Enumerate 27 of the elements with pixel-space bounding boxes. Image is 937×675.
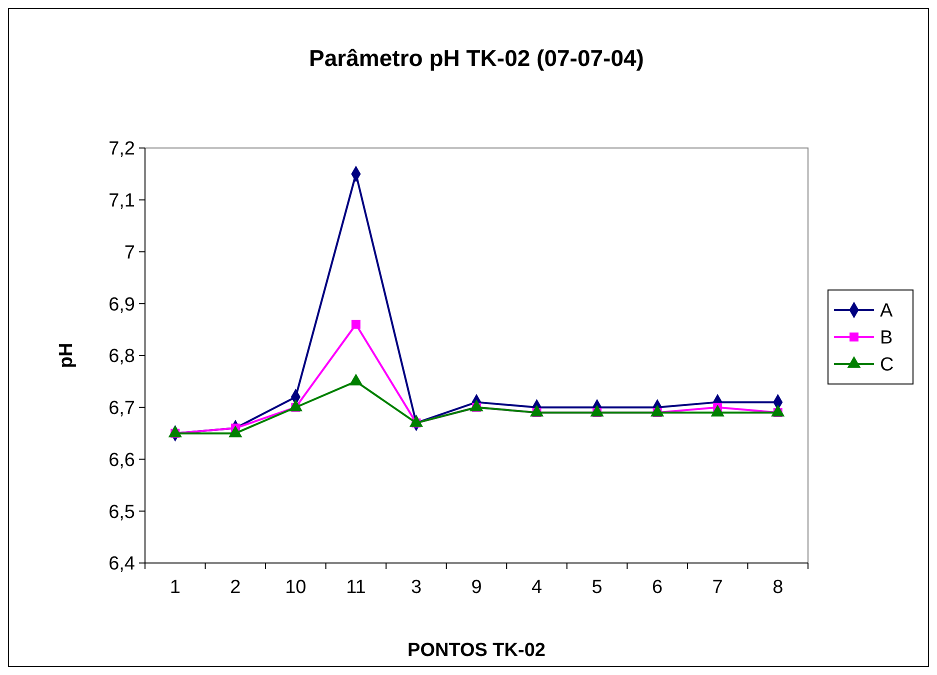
y-tick-label: 7,1 <box>108 190 135 212</box>
y-tick-label: 6,4 <box>108 554 136 575</box>
y-tick-label: 6,9 <box>108 294 135 316</box>
x-tick-label: 2 <box>230 577 241 598</box>
x-tick-label: 1 <box>170 577 180 598</box>
y-tick-label: 7,2 <box>108 138 135 160</box>
chart-title: Parâmetro pH TK-02 (07-07-04) <box>309 45 644 71</box>
x-tick-label: 3 <box>410 577 422 598</box>
x-tick-label: 9 <box>471 577 482 598</box>
x-axis-title: PONTOS TK-02 <box>408 640 546 661</box>
y-axis-title: pH <box>56 342 77 368</box>
x-tick-label: 5 <box>592 577 602 598</box>
point <box>351 320 360 329</box>
legend-label: B <box>880 328 893 349</box>
legend-label: A <box>880 300 893 322</box>
x-tick-label: 10 <box>285 577 306 598</box>
x-tick-label: 6 <box>652 577 663 598</box>
x-tick-label: 7 <box>712 577 723 598</box>
x-tick-label: 11 <box>346 577 366 598</box>
y-tick-label: 6,6 <box>108 450 135 471</box>
y-tick-label: 7 <box>124 242 135 264</box>
y-tick-label: 6,8 <box>108 346 135 368</box>
x-tick-label: 8 <box>772 577 784 598</box>
legend-label: C <box>880 354 894 376</box>
x-tick-label: 4 <box>531 577 542 598</box>
y-tick-label: 6,7 <box>108 398 135 420</box>
y-tick-label: 6,5 <box>108 502 135 523</box>
